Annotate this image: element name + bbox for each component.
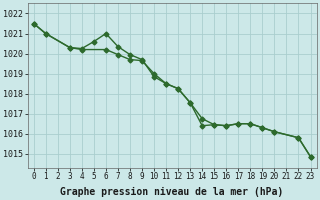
X-axis label: Graphe pression niveau de la mer (hPa): Graphe pression niveau de la mer (hPa) [60, 186, 284, 197]
